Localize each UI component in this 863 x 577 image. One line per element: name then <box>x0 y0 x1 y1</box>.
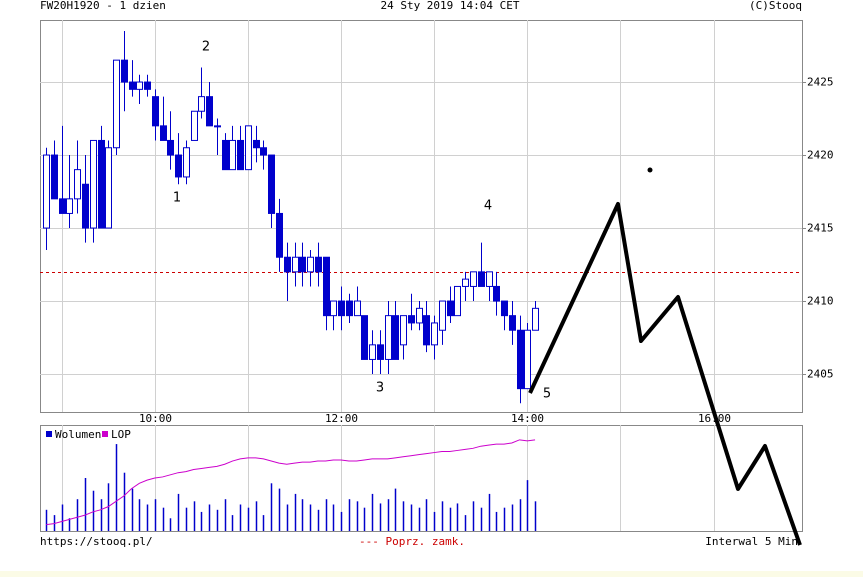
candle-body <box>90 139 97 229</box>
candle-body <box>121 59 128 83</box>
url: https://stooq.pl/ <box>40 535 153 548</box>
candle-body <box>245 125 252 171</box>
annotation: 5 <box>543 387 551 402</box>
candle-body <box>66 198 73 214</box>
y-tick-label: 2405 <box>807 368 834 381</box>
candle-body <box>276 212 283 258</box>
subtitle: 24 Sty 2019 14:04 CET <box>380 0 519 12</box>
candle-body <box>408 315 415 324</box>
candle-body <box>392 315 399 360</box>
candle-body <box>206 96 213 127</box>
candle-body <box>43 154 50 229</box>
prev-close-label: --- Poprz. zamk. <box>359 535 465 548</box>
candle-body <box>136 81 143 90</box>
candle-body <box>144 81 151 90</box>
candle-body <box>82 183 89 229</box>
candle-body <box>431 322 438 346</box>
candle-body <box>338 300 345 317</box>
candle-body <box>369 344 376 360</box>
x-tick-label: 14:00 <box>511 412 544 425</box>
candle-body <box>385 315 392 360</box>
candle-body <box>129 81 136 90</box>
candle-body <box>501 300 508 317</box>
y-tick-label: 2420 <box>807 149 834 162</box>
candle-body <box>323 256 330 317</box>
candle-body <box>105 147 112 229</box>
candle-body <box>532 307 539 331</box>
hand-drawn-dot <box>647 167 653 173</box>
candle-body <box>260 147 267 156</box>
candle-body <box>509 315 516 331</box>
candle-body <box>237 139 244 171</box>
candle-body <box>423 315 430 346</box>
candle-body <box>98 139 105 229</box>
candle-body <box>400 315 407 346</box>
candle-body <box>214 125 221 128</box>
candle-body <box>462 278 469 287</box>
candle-body <box>183 147 190 178</box>
candle-body <box>167 139 174 156</box>
price-panel <box>40 20 803 413</box>
candle-body <box>416 307 423 324</box>
candle-body <box>191 110 198 141</box>
annotation: 3 <box>376 381 384 396</box>
plot-layer: 10:00 12:00 14:00 16:0024052410241524202425… <box>40 20 834 531</box>
candle-body <box>346 300 353 317</box>
legend-swatch <box>46 431 52 437</box>
annotation: 2 <box>202 40 210 55</box>
candle-body <box>152 96 159 127</box>
candle-body <box>524 329 531 390</box>
candle-body <box>284 256 291 273</box>
candle-body <box>493 285 500 302</box>
candle-body <box>330 300 337 317</box>
candle-body <box>292 256 299 273</box>
candle-body <box>222 139 229 171</box>
candle-body <box>299 256 306 273</box>
bottom-strip <box>0 571 863 577</box>
candle-body <box>198 96 205 112</box>
chart-title: FW20H1920 - 1 dzien <box>40 0 166 12</box>
y-tick-label: 2425 <box>807 76 834 89</box>
legend-label: LOP <box>111 428 131 441</box>
volume-panel <box>40 425 803 532</box>
candle-body <box>113 59 120 149</box>
interval: Interwal 5 Min <box>705 535 798 548</box>
candle-body <box>354 300 361 317</box>
candle-body <box>74 169 81 200</box>
candle-body <box>361 315 368 360</box>
candle-body <box>486 271 493 287</box>
y-tick-label: 2415 <box>807 222 834 235</box>
candle-body <box>447 300 454 317</box>
candle-body <box>51 154 58 200</box>
candle-body <box>229 139 236 171</box>
source: (C)Stooq <box>749 0 802 12</box>
candle-body <box>454 285 461 317</box>
candle-body <box>470 271 477 287</box>
legend-swatch <box>102 431 108 437</box>
y-tick-label: 2410 <box>807 295 834 308</box>
candle-body <box>315 256 322 273</box>
candle-body <box>160 125 167 141</box>
candle-body <box>439 300 446 331</box>
candle-body <box>478 271 485 287</box>
candle-body <box>517 329 524 390</box>
candle-body <box>253 139 260 149</box>
hand-drawn-line <box>528 202 802 546</box>
candle-body <box>377 344 384 360</box>
annotation: 1 <box>173 191 181 206</box>
lop-line <box>46 439 536 526</box>
candle-body <box>307 256 314 273</box>
candle-body <box>59 198 66 214</box>
annotation: 4 <box>484 199 492 214</box>
x-tick-label: 12:00 <box>325 412 358 425</box>
x-tick-label: 10:00 <box>139 412 172 425</box>
candle-body <box>268 154 275 214</box>
candle-body <box>175 154 182 178</box>
legend-label: Wolumen <box>55 428 101 441</box>
